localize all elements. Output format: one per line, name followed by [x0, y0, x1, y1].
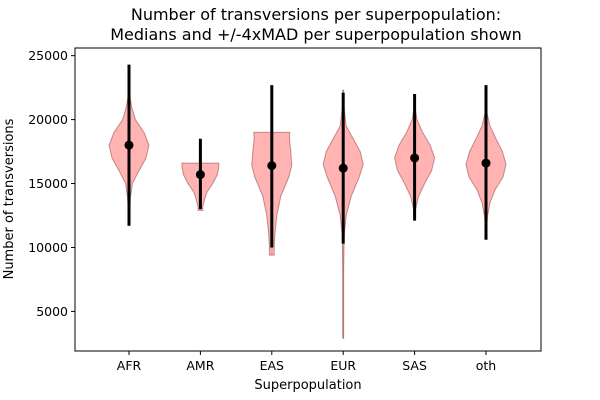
- y-tick-label: 20000: [28, 112, 68, 127]
- plot-frame: [74, 47, 542, 352]
- x-tick-label: oth: [476, 358, 496, 373]
- x-tick-label: SAS: [402, 358, 427, 373]
- x-tick-label: EUR: [330, 358, 356, 373]
- median-point-amr: [195, 170, 205, 180]
- median-point-sas: [410, 153, 420, 163]
- x-axis-label: Superpopulation: [254, 378, 361, 393]
- plot-area: 5000 10000 15000 20000 25000 AFR AMR EAS EUR SAS o…: [28, 47, 542, 373]
- y-tick-label: 5000: [36, 304, 68, 319]
- median-point-eas: [267, 161, 277, 171]
- y-tick-label: 25000: [28, 48, 68, 63]
- x-tick-label: AFR: [117, 358, 142, 373]
- median-point-oth: [481, 158, 491, 168]
- x-tick-label: EAS: [260, 358, 284, 373]
- median-point-eur: [338, 163, 348, 173]
- chart-title-line-2: Medians and +/-4xMAD per superpopulation…: [110, 25, 522, 44]
- chart-title-line-1: Number of transversions per superpopulat…: [131, 5, 501, 24]
- y-tick-label: 10000: [28, 240, 68, 255]
- y-axis-label: Number of transversions: [2, 118, 17, 279]
- x-tick-label: AMR: [186, 358, 214, 373]
- y-tick-label: 15000: [28, 176, 68, 191]
- median-point-afr: [124, 140, 134, 150]
